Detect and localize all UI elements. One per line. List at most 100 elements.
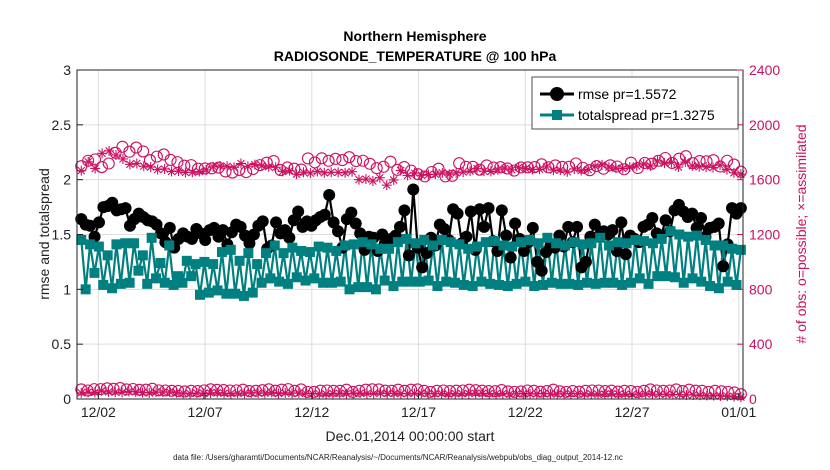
obs-assimilated-stroke <box>327 168 336 177</box>
obs-assimilated-stroke <box>600 390 609 398</box>
obs-assimilated-stroke <box>614 390 623 399</box>
y-tick-label: 0 <box>63 391 71 407</box>
obs-assimilated-stroke <box>696 391 704 400</box>
obs-assimilated-point <box>123 386 134 397</box>
totalspread-point <box>137 250 148 261</box>
totalspread-point <box>718 240 729 251</box>
obs-assimilated-stroke <box>478 389 487 398</box>
obs-assimilated-point <box>593 389 604 400</box>
totalspread-point <box>234 255 245 266</box>
totalspread-point <box>107 283 118 294</box>
obs-assimilated-point <box>472 163 483 174</box>
obs-assimilated-stroke <box>473 164 481 173</box>
totalspread-point <box>454 239 465 250</box>
obs-assimilated-stroke <box>84 388 92 397</box>
obs-assimilated-stroke <box>349 389 358 398</box>
totalspread-point <box>366 239 377 250</box>
obs-assimilated-point <box>83 156 94 167</box>
obs-assimilated-stroke <box>355 175 363 184</box>
totalspread-point <box>546 277 557 288</box>
obs-assimilated-point <box>565 388 576 399</box>
obs-assimilated-stroke <box>220 389 228 398</box>
totalspread-point <box>630 234 641 245</box>
obs-possible-point <box>308 156 321 169</box>
obs-assimilated-point <box>624 162 635 173</box>
obs-assimilated-stroke <box>526 390 534 398</box>
obs-assimilated-stroke <box>281 388 290 397</box>
obs-assimilated-stroke <box>267 388 276 397</box>
obs-assimilated-point <box>144 387 155 398</box>
obs-assimilated-stroke <box>223 162 231 171</box>
obs-assimilated-stroke <box>254 389 262 397</box>
obs-assimilated-point <box>548 165 559 176</box>
obs-assimilated-stroke <box>646 162 655 170</box>
obs-assimilated-stroke <box>390 389 398 398</box>
obs-assimilated-stroke <box>709 391 718 400</box>
totalspread-point <box>164 240 175 251</box>
totalspread-point <box>102 250 113 261</box>
obs-possible-point <box>689 384 702 397</box>
obs-assimilated-stroke <box>618 164 627 173</box>
totalspread-point <box>581 277 592 288</box>
obs-assimilated-point <box>715 160 726 171</box>
totalspread-point <box>472 241 483 252</box>
obs-assimilated-stroke <box>539 389 548 398</box>
totalspread-point <box>274 276 285 287</box>
totalspread-point <box>568 237 579 248</box>
totalspread-point <box>216 247 227 258</box>
obs-assimilated-stroke <box>348 167 356 176</box>
obs-possible-point <box>657 384 670 397</box>
obs-assimilated-stroke <box>487 167 495 176</box>
totalspread-point <box>375 243 386 254</box>
totalspread-point <box>450 277 461 288</box>
obs-possible-point <box>391 163 404 176</box>
obs-assimilated-stroke <box>192 389 201 397</box>
rmse-point <box>256 215 269 228</box>
obs-assimilated-stroke <box>625 163 634 171</box>
totalspread-point <box>463 243 474 254</box>
x-tick-label: 12/07 <box>188 404 223 420</box>
obs-assimilated-point <box>312 166 323 177</box>
rmse-point <box>606 224 619 237</box>
totalspread-point <box>168 279 179 290</box>
totalspread-point <box>595 232 606 243</box>
obs-assimilated-stroke <box>577 166 586 175</box>
obs-assimilated-stroke <box>532 389 541 398</box>
totalspread-point <box>89 267 100 278</box>
obs-assimilated-stroke <box>570 165 579 173</box>
totalspread-point <box>256 277 267 288</box>
totalspread-point <box>406 276 417 287</box>
obs-assimilated-stroke <box>342 389 351 398</box>
totalspread-point <box>617 279 628 290</box>
totalspread-point <box>287 242 298 253</box>
obs-assimilated-stroke <box>560 389 568 398</box>
totalspread-point <box>260 248 271 259</box>
obs-assimilated-stroke <box>226 389 235 398</box>
y-tick-label: 2.5 <box>52 117 72 133</box>
obs-assimilated-stroke <box>195 167 204 176</box>
rmse-point <box>717 260 730 273</box>
totalspread-point <box>243 248 254 259</box>
totalspread-point <box>722 276 733 287</box>
obs-assimilated-point <box>374 172 385 183</box>
obs-assimilated-stroke <box>382 181 391 190</box>
obs-assimilated-stroke <box>233 389 242 397</box>
totalspread-point <box>542 232 553 243</box>
totalspread-point <box>476 276 487 287</box>
obs-assimilated-stroke <box>668 390 677 399</box>
totalspread-point <box>291 272 302 283</box>
obs-assimilated-stroke <box>688 161 697 170</box>
obs-assimilated-stroke <box>247 388 256 397</box>
totalspread-point <box>502 281 513 292</box>
obs-assimilated-point <box>347 166 358 177</box>
obs-assimilated-point <box>687 160 698 171</box>
totalspread-point <box>709 240 720 251</box>
y-tick-label: 0.5 <box>52 336 72 352</box>
totalspread-point <box>634 273 645 284</box>
rmse-point <box>588 218 601 231</box>
obs-assimilated-stroke <box>500 164 509 173</box>
obs-assimilated-point <box>256 160 267 171</box>
rmse-point <box>734 202 747 215</box>
totalspread-point <box>348 239 359 250</box>
obs-assimilated-point <box>360 174 371 185</box>
